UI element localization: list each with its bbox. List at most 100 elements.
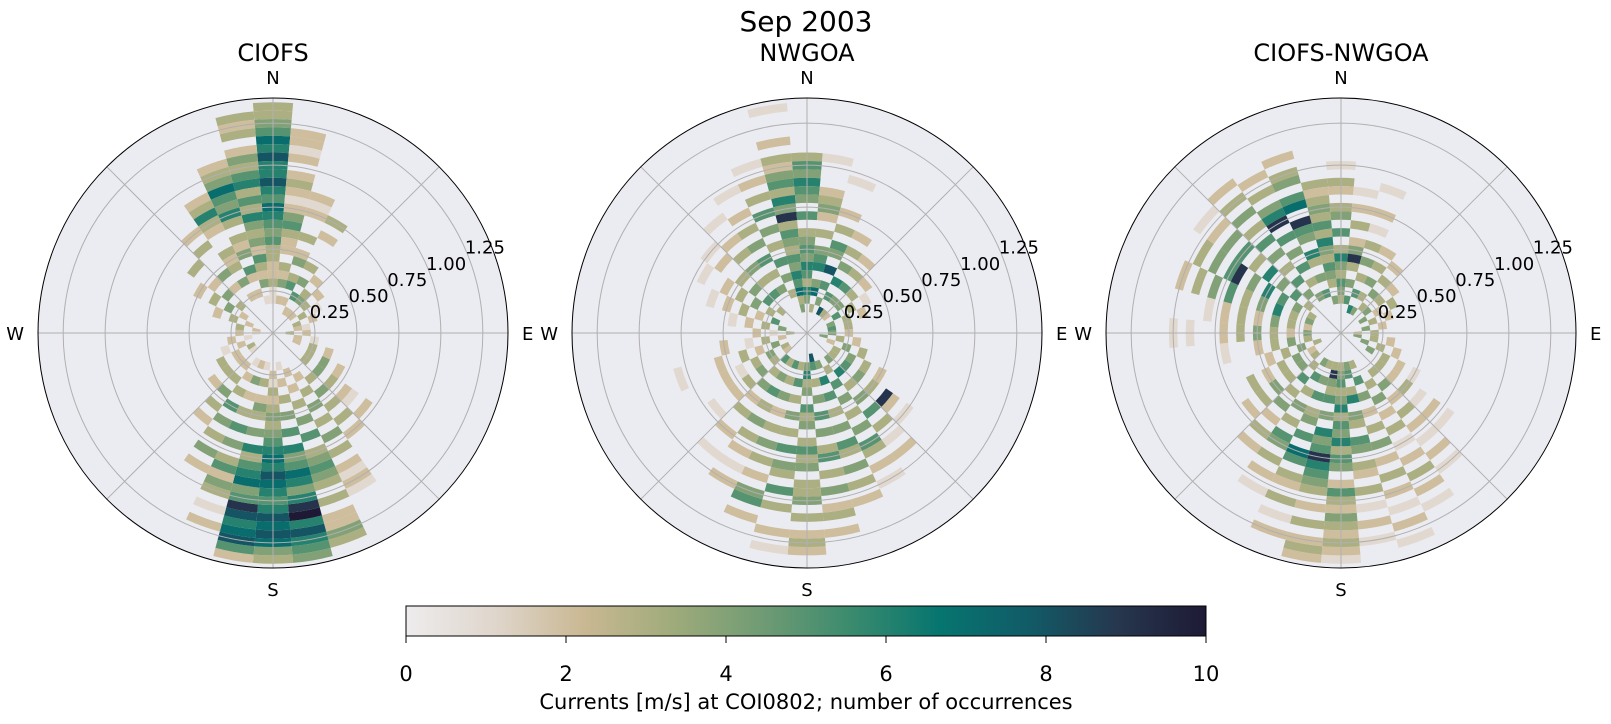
rose-cell [207,373,223,390]
polar-panel-1: 0.250.500.751.001.25 N E S W CIOFS [6,39,533,601]
rose-cell [1369,335,1379,343]
rose-cell [851,488,884,508]
rose-cell [1343,295,1351,305]
rose-cell [309,274,324,289]
rose-cell [290,531,329,547]
rose-cell [788,261,802,273]
rose-cell [779,426,799,438]
angular-grid-line [106,332,274,500]
rose-cell [1260,407,1281,426]
rose-cell [775,211,798,224]
rose-cell [834,223,855,238]
rose-cell [285,474,314,488]
radial-tick-label: 0.75 [921,270,961,291]
rose-cell [814,359,823,370]
rose-cell [1345,278,1356,289]
rose-cell [284,280,297,292]
rose-cell [293,325,303,332]
rose-cell [215,539,255,555]
rose-cell [818,374,831,386]
rose-cell [1207,248,1228,275]
rose-cell [290,128,327,143]
rose-cell [1309,211,1332,224]
rose-cell [313,473,343,492]
rose-cell [1364,377,1378,391]
radial-tick-label: 1.25 [999,238,1039,259]
rose-cell [844,352,857,365]
rose-cell [1247,460,1276,482]
rose-cell [749,539,789,555]
rose-cell [326,519,364,540]
rose-cell [1271,425,1294,444]
rose-cell [1288,309,1300,322]
rose-cell [719,370,735,389]
rose-cell [244,320,254,328]
rose-cell [816,211,839,224]
rose-cell [297,231,318,246]
rose-cell [232,384,247,398]
rose-cell [308,191,336,208]
rose-cell [741,373,757,390]
rose-cell [1280,347,1292,360]
rose-cell [812,393,826,405]
angular-grid-line [640,332,808,500]
rose-cell [747,103,788,119]
rose-cell [327,439,353,459]
rose-cell [251,357,261,368]
rose-cell [288,507,322,522]
rose-cell [254,261,268,273]
rose-cell [727,439,753,459]
rose-cell [1311,220,1332,232]
rose-cell [782,345,793,354]
rose-cell [823,264,838,276]
rose-cell [766,268,781,282]
rose-cell [1346,261,1360,273]
rose-cell [1313,426,1333,438]
rose-cell [278,393,292,405]
rose-cell [1300,384,1315,398]
rose-cell [1355,499,1388,513]
rose-cell [1399,446,1426,467]
rose-cell [1313,228,1333,240]
rose-cell [826,338,836,346]
rose-cell [212,412,233,429]
rose-cell [1350,434,1371,446]
rose-cell [762,161,793,175]
rose-cell [1237,430,1262,454]
rose-cell [819,308,828,319]
rose-cell [816,442,839,455]
rose-cell [1378,245,1397,261]
rose-cell [1317,374,1330,386]
rose-cell [328,526,367,548]
rose-cell [286,482,316,497]
rose-cell [1282,199,1308,216]
rose-cell [219,128,256,143]
rose-cell [723,504,759,524]
rose-cell [220,344,232,357]
rose-cell [738,302,750,317]
rose-cell [717,453,745,474]
rose-cell [737,222,760,241]
rose-cell [292,338,302,346]
rose-cell [192,407,213,426]
rose-cell [292,320,302,328]
rose-cell [310,301,323,314]
rose-cell [780,272,793,284]
rose-cell [1254,233,1277,253]
rose-cell [1263,351,1277,367]
rose-cell [282,211,305,224]
rose-cell [277,270,290,281]
rose-cell [1432,407,1455,431]
polar-frame [571,97,1043,569]
rose-cell [1374,450,1400,467]
rose-cell [210,458,238,475]
rose-cell [759,223,780,238]
rose-cell [224,144,258,159]
rose-cell [228,161,259,175]
rose-cell [221,215,244,231]
rose-cell [748,282,763,297]
rose-cell [1266,247,1286,265]
rose-cell [1331,295,1339,305]
rose-cell [345,473,377,497]
